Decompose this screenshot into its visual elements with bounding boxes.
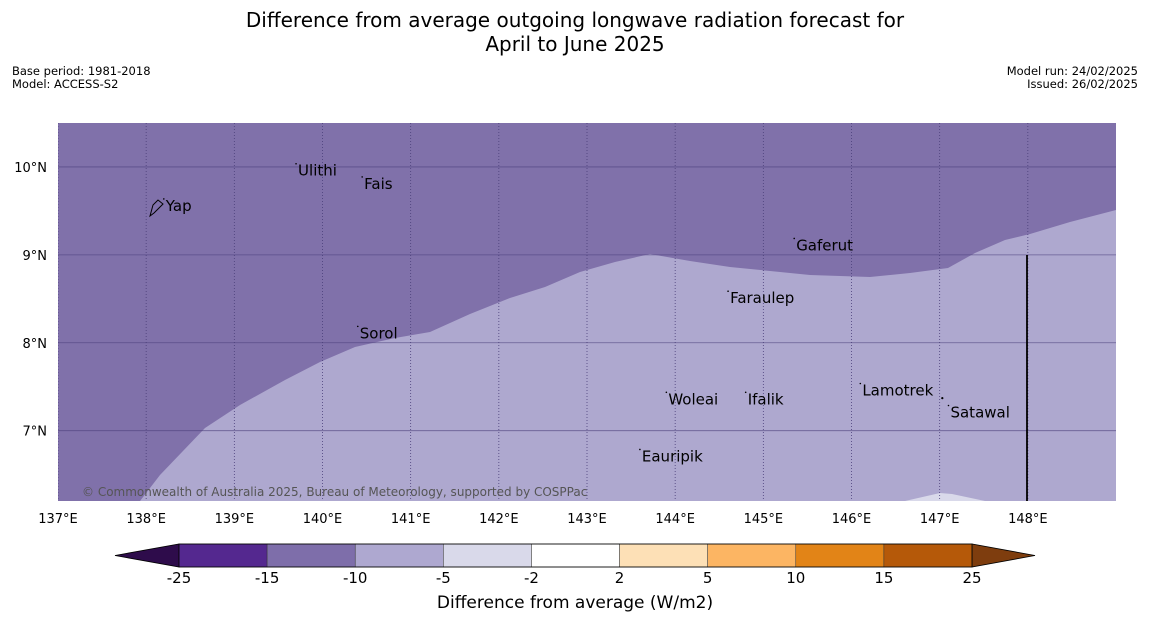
colorbar-tick-label: -2 xyxy=(524,569,539,587)
place-marker xyxy=(295,162,297,165)
longitude-tick-label: 139°E xyxy=(215,512,255,527)
map-title: Difference from average outgoing longwav… xyxy=(0,8,1150,56)
title-line-1: Difference from average outgoing longwav… xyxy=(245,8,905,32)
latitude-tick-label: 9°N xyxy=(23,249,48,264)
model-run: Model run: 24/02/2025 xyxy=(1006,64,1138,78)
island-marker xyxy=(941,397,944,400)
colorbar-segment xyxy=(354,543,444,568)
longitude-tick-label: 137°E xyxy=(38,512,78,527)
colorbar-tick-label: 2 xyxy=(615,569,625,587)
place-marker xyxy=(639,448,641,451)
place-label: Gaferut xyxy=(796,236,853,254)
colorbar-tick-label: -10 xyxy=(343,569,368,587)
colorbar-segment xyxy=(531,543,620,568)
place-marker xyxy=(947,404,950,407)
latitude-ticks: 10°N 9°N 8°N 7°N xyxy=(14,161,47,440)
longitude-tick-label: 146°E xyxy=(832,512,872,527)
colorbar-tick-label: -15 xyxy=(255,569,280,587)
colorbar-segment xyxy=(795,543,885,568)
colorbar-under-arrow xyxy=(114,543,180,568)
map-figure: Yap Ulithi Fais Gaferut Faraulep Sorol Woleai I… xyxy=(14,123,1116,587)
longitude-tick-label: 142°E xyxy=(479,512,519,527)
colorbar-segment xyxy=(178,543,268,568)
latitude-tick-label: 7°N xyxy=(23,425,48,440)
colorbar-segment xyxy=(266,543,356,568)
place-label: Faraulep xyxy=(730,289,794,307)
place-marker xyxy=(356,325,359,328)
issued-date: Issued: 26/02/2025 xyxy=(1027,77,1138,91)
place-label: Ulithi xyxy=(298,162,337,180)
place-marker xyxy=(163,198,165,200)
place-label: Woleai xyxy=(668,390,718,408)
colorbar-tick-label: 15 xyxy=(874,569,893,587)
meta-left: Base period: 1981-2018 Model: ACCESS-S2 xyxy=(12,65,151,91)
place-label: Fais xyxy=(364,175,393,193)
place-label: Eauripik xyxy=(642,447,703,465)
place-label: Ifalik xyxy=(748,390,784,408)
latitude-tick-label: 10°N xyxy=(14,161,47,176)
model-name: Model: ACCESS-S2 xyxy=(12,77,119,91)
colorbar-tick-label: -25 xyxy=(167,569,192,587)
colorbar-tick-label: -5 xyxy=(436,569,451,587)
colorbar-tick-label: 5 xyxy=(703,569,713,587)
longitude-tick-label: 138°E xyxy=(126,512,166,527)
anomaly-region-minus10-to-minus5 xyxy=(905,493,985,501)
longitude-tick-label: 143°E xyxy=(567,512,607,527)
title-line-2: April to June 2025 xyxy=(485,32,665,56)
colorbar-segment xyxy=(707,543,797,568)
longitude-tick-label: 148°E xyxy=(1008,512,1048,527)
colorbar-label: Difference from average (W/m2) xyxy=(436,593,714,613)
longitude-ticks: 137°E 138°E 139°E 140°E 141°E 142°E 143°E 144°E… xyxy=(38,512,1047,527)
place-label: Yap xyxy=(165,197,192,215)
place-marker xyxy=(744,391,747,394)
longitude-tick-label: 140°E xyxy=(303,512,343,527)
longitude-tick-label: 141°E xyxy=(391,512,431,527)
colorbar-segment xyxy=(619,543,708,568)
meta-right: Model run: 24/02/2025 Issued: 26/02/2025 xyxy=(1007,65,1138,91)
place-marker xyxy=(727,290,729,293)
place-labels: Yap Ulithi Fais Gaferut Faraulep Sorol Woleai I… xyxy=(163,162,1010,465)
longitude-tick-label: 144°E xyxy=(655,512,695,527)
colorbar: -25 -15 -10 -5 -2 2 5 10 15 25 xyxy=(114,543,1036,587)
colorbar-tick-label: 10 xyxy=(786,569,805,587)
place-marker xyxy=(361,176,363,178)
longitude-tick-label: 145°E xyxy=(744,512,784,527)
colorbar-segment xyxy=(883,543,973,568)
colorbar-segment xyxy=(443,543,532,568)
map-area: Yap Ulithi Fais Gaferut Faraulep Sorol Woleai I… xyxy=(58,123,1116,501)
place-label: Lamotrek xyxy=(862,382,933,400)
place-label: Sorol xyxy=(360,324,398,342)
colorbar-over-arrow xyxy=(971,543,1036,568)
colorbar-tick-label: 25 xyxy=(962,569,981,587)
colorbar-frame xyxy=(178,543,973,568)
copyright-text: © Commonwealth of Australia 2025, Bureau… xyxy=(82,485,587,499)
yap-island-outline xyxy=(149,199,164,218)
place-marker xyxy=(793,237,795,240)
base-period: Base period: 1981-2018 xyxy=(12,64,151,78)
place-label: Satawal xyxy=(950,403,1009,421)
longitude-tick-label: 147°E xyxy=(920,512,960,527)
place-marker xyxy=(859,382,862,385)
latitude-tick-label: 8°N xyxy=(23,337,48,352)
place-marker xyxy=(665,391,668,394)
